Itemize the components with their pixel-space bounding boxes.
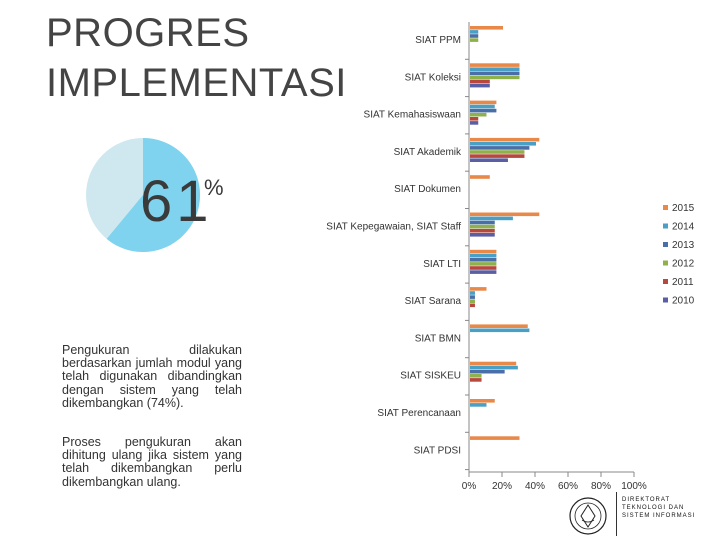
measurement-note: Pengukuran dilakukan berdasarkan jumlah … [62,343,242,410]
category-label: SIAT Koleksi [405,72,461,83]
percent-sign: % [204,175,224,200]
logo-text: DIREKTORAT TEKNOLOGI DAN SISTEM INFORMAS… [622,497,696,519]
bar-2011 [470,228,495,233]
bar-2011 [470,303,475,308]
bar-2012 [470,112,487,117]
title-line-2: IMPLEMENTASI [46,61,347,105]
category-label: SIAT LTI [423,259,461,270]
legend-label: 2010 [672,296,695,307]
legend-label: 2012 [672,259,695,270]
bar-2013 [470,71,520,76]
bar-2012 [470,262,497,266]
bar-2014 [470,328,530,333]
bar-2014 [470,142,536,146]
category-label: SIAT BMN [415,333,461,344]
x-tick-label: 40% [525,481,545,492]
bar-2011 [470,378,482,382]
category-label: SIAT Kemahasiswaan [364,110,461,121]
bar-2011 [470,154,525,158]
bar-2014 [470,216,513,221]
legend-swatch-2012 [663,260,668,266]
x-tick-label: 80% [591,481,611,492]
bar-2015 [470,137,540,142]
category-label: SIAT Kepegawaian, SIAT Staff [326,222,461,233]
legend-label: 2015 [672,203,695,214]
category-label: SIAT PDSI [414,445,461,456]
bar-2012 [470,75,520,80]
legend-swatch-2014 [663,223,668,229]
bar-2015 [470,287,487,291]
legend-label: 2013 [672,240,695,251]
bar-2015 [470,361,517,366]
bar-2012 [470,224,495,229]
recalculation-note: Proses pengukuran akan dihitung ulang ji… [62,435,242,489]
legend-label: 2014 [672,222,695,233]
bar-2011 [470,117,479,121]
bar-2015 [470,249,497,254]
bar-2012 [470,150,525,154]
logo-divider [616,492,617,536]
legend-swatch-2013 [663,242,668,247]
bar-2013 [470,369,505,374]
title-line-1: PROGRES [46,11,250,55]
university-emblem-icon [569,497,607,535]
x-tick-label: 20% [492,481,512,492]
bar-2013 [470,146,530,150]
bar-2013 [470,108,497,113]
category-label: SIAT Dokumen [394,184,461,195]
bar-2010 [470,121,479,125]
legend-swatch-2010 [663,297,668,303]
bar-2013 [470,258,497,262]
bar-2013 [470,295,475,299]
bar-2012 [470,38,479,42]
bar-2014 [470,403,487,407]
legend-swatch-2015 [663,205,668,210]
bar-2010 [470,83,490,88]
bar-2012 [470,374,482,378]
category-label: SIAT Akademik [394,147,462,158]
bar-2015 [470,26,503,30]
bar-2015 [470,399,495,403]
category-label: SIAT Sarana [405,296,462,307]
bar-2010 [470,158,508,162]
legend-swatch-2011 [663,279,668,284]
category-label: SIAT SISKEU [400,371,461,382]
category-label: SIAT PPM [415,35,461,46]
bar-2015 [470,63,520,67]
bar-2012 [470,299,475,303]
bar-2014 [470,253,497,258]
bar-2014 [470,67,520,71]
bar-2010 [470,270,497,274]
bar-2014 [470,30,479,34]
bar-2015 [470,436,520,440]
x-tick-label: 100% [621,481,647,492]
bar-2014 [470,291,475,295]
bar-2011 [470,79,490,84]
bar-2011 [470,266,497,270]
pie-filled-slice [106,138,200,252]
bar-2013 [470,220,495,225]
category-label: SIAT Perencanaan [377,408,461,419]
x-tick-label: 60% [558,481,578,492]
bar-2015 [470,212,540,217]
bar-2014 [470,365,518,370]
x-tick-label: 0% [462,481,477,492]
bar-2013 [470,34,479,38]
bar-2015 [470,175,490,179]
slide-title: PROGRES IMPLEMENTASI [46,8,347,108]
legend-label: 2011 [672,277,694,288]
bar-2015 [470,324,528,328]
bar-2010 [470,233,495,237]
progress-pie [86,138,200,252]
bar-2015 [470,100,497,105]
bar-2014 [470,104,495,109]
percent-value: 61 [140,169,213,234]
